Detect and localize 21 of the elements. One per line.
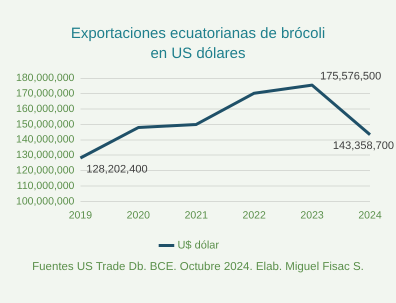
x-tick-label: 2020 [126,210,150,222]
y-tick-label: 150,000,000 [16,118,75,130]
x-tick-label: 2024 [358,210,382,222]
legend-label: U$ dólar [177,240,220,252]
x-tick-label: 2021 [184,210,208,222]
data-label: 143,358,700 [332,140,394,152]
y-tick-label: 120,000,000 [16,164,75,177]
y-tick-label: 110,000,000 [16,180,75,192]
y-tick-label: 160,000,000 [16,102,75,115]
y-tick-label: 130,000,000 [16,149,75,162]
source-note: Fuentes US Trade Db. BCE. Octubre 2024. Elab. Miguel Fisac S. [31,261,365,273]
y-tick-label: 140,000,000 [16,134,75,146]
data-label: 175,576,500 [320,70,382,83]
y-tick-label: 180,000,000 [16,72,75,84]
data-label: 128,202,400 [86,164,148,176]
y-tick-label: 170,000,000 [16,88,75,100]
x-tick-label: 2022 [242,210,266,222]
x-tick-label: 2019 [68,210,92,222]
y-tick-label: 100,000,000 [16,195,75,208]
x-tick-label: 2023 [300,210,324,222]
chart-title: Exportaciones ecuatorianas de brócoli en US dólares [70,24,326,64]
